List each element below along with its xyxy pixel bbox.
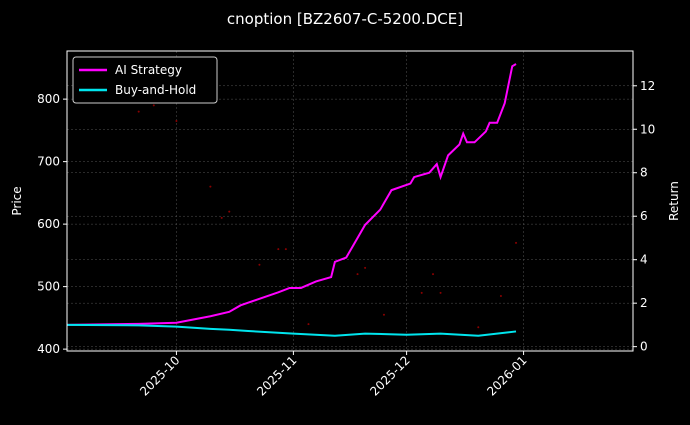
y-tick-label: 800: [37, 92, 60, 106]
y2-tick-label: 4: [640, 253, 648, 267]
price-point: [439, 291, 442, 294]
ai-strategy-line: [66, 63, 517, 326]
price-point: [152, 104, 155, 107]
price-point: [477, 326, 480, 329]
y-tick-label: 700: [37, 155, 60, 169]
price-point: [175, 120, 178, 122]
y-tick-label: 600: [37, 217, 60, 231]
price-point: [382, 313, 385, 316]
y-tick-label: 400: [37, 342, 60, 356]
plot-frame: [66, 50, 634, 352]
x-tick-label: 2025-10: [137, 353, 182, 398]
price-point: [356, 273, 359, 276]
price-point: [277, 248, 280, 251]
price-point: [515, 241, 518, 244]
price-point: [364, 266, 367, 269]
x-tick-label: 2026-01: [484, 353, 529, 398]
price-point: [307, 323, 310, 326]
price-point: [228, 210, 231, 213]
legend-label-ai: AI Strategy: [115, 63, 182, 77]
x-tick-label: 2025-11: [254, 353, 299, 398]
legend: AI Strategy Buy-and-Hold: [72, 56, 218, 104]
y2-tick-label: 2: [640, 296, 648, 310]
price-point: [137, 110, 140, 113]
y-axis-label: Price: [10, 186, 24, 215]
price-point: [284, 248, 287, 251]
price-point: [209, 185, 212, 188]
y2-tick-label: 12: [640, 79, 655, 93]
price-point: [432, 273, 435, 276]
price-point: [258, 263, 261, 266]
y-tick-label: 500: [37, 280, 60, 294]
x-tick-label: 2025-12: [367, 353, 412, 398]
price-point: [499, 295, 502, 297]
y2-axis-label: Return: [667, 181, 681, 221]
legend-label-bh: Buy-and-Hold: [115, 83, 196, 97]
y2-tick-label: 10: [640, 122, 655, 136]
price-point: [420, 291, 423, 294]
y2-tick-label: 6: [640, 209, 648, 223]
price-point: [220, 216, 223, 219]
buy-and-hold-line: [66, 323, 517, 337]
y2-tick-label: 8: [640, 166, 648, 180]
y2-tick-label: 0: [640, 340, 648, 354]
chart-title: cnoption [BZ2607-C-5200.DCE]: [227, 10, 463, 28]
